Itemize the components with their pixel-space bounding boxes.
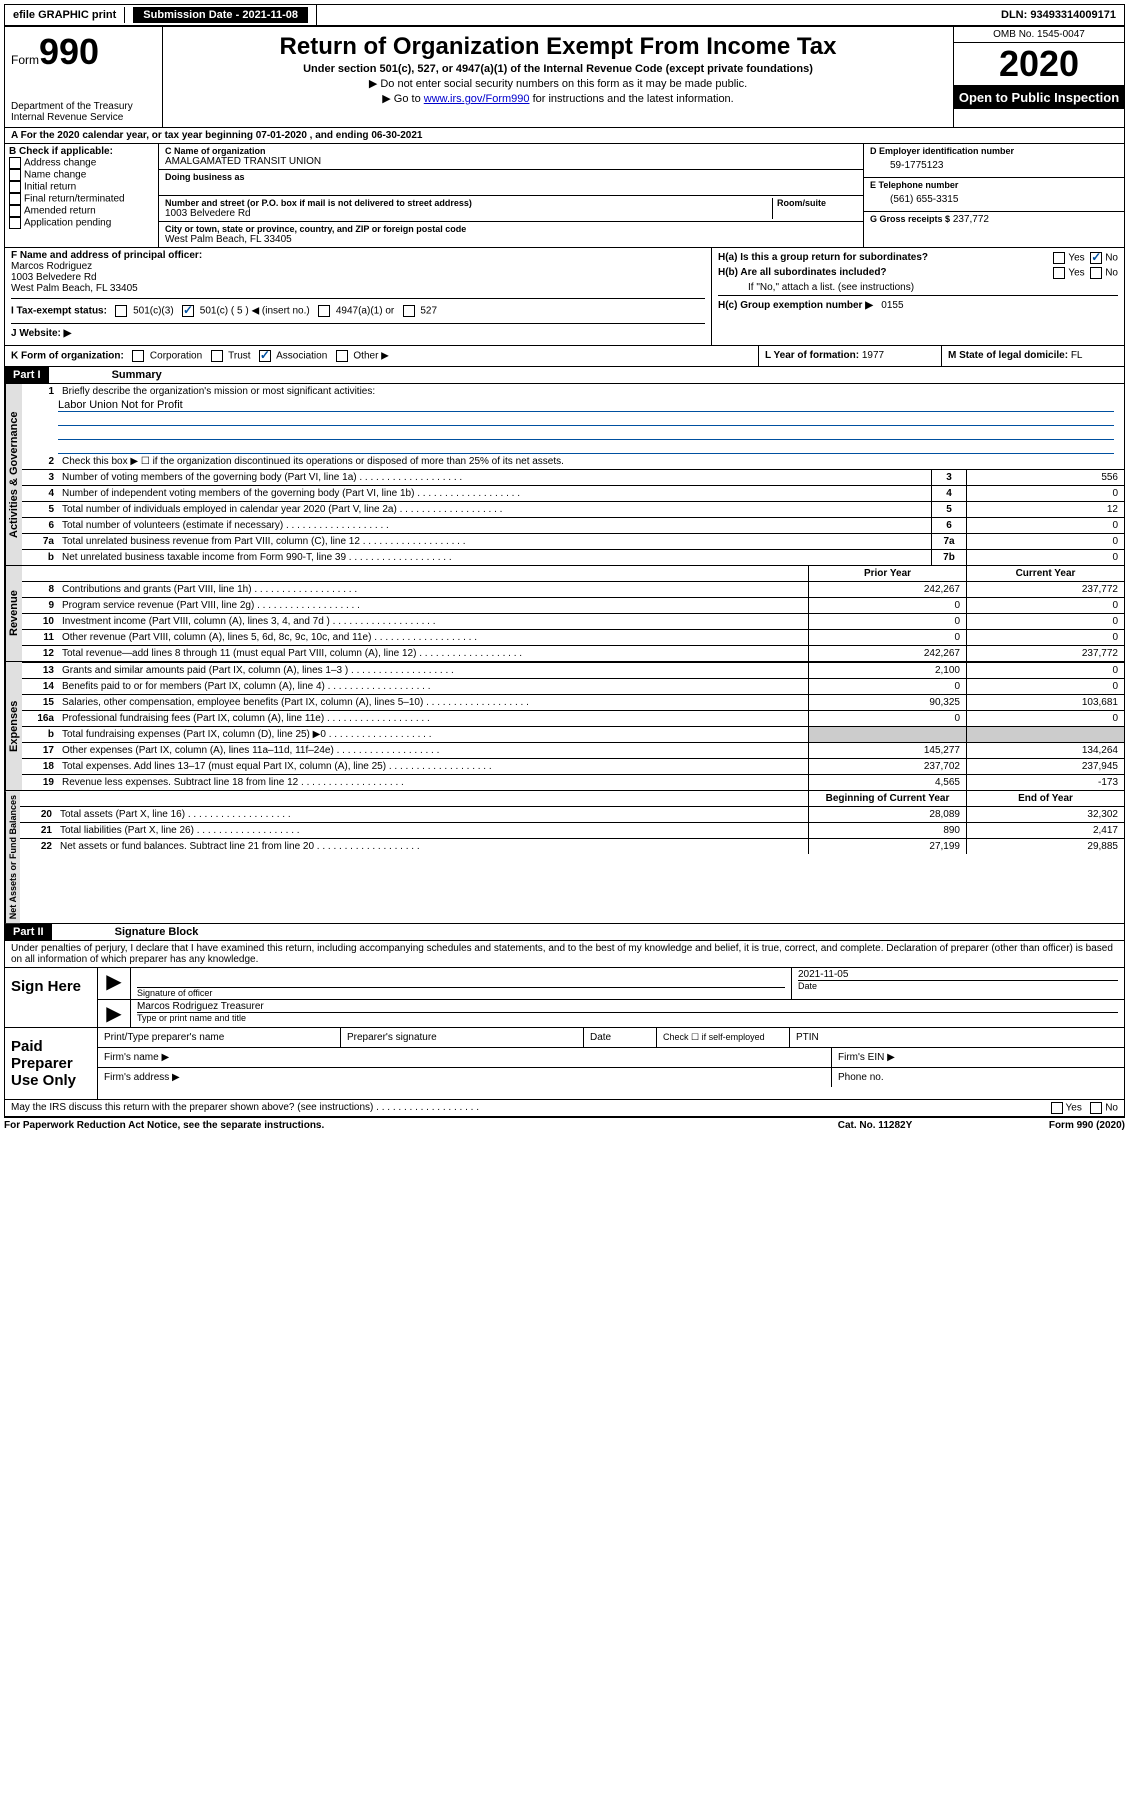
phone-value: (561) 655-3315	[870, 190, 1118, 209]
mission-text: Labor Union Not for Profit	[58, 399, 1114, 412]
row-k: K Form of organization: Corporation Trus…	[5, 346, 1124, 367]
netassets-section: Net Assets or Fund Balances Beginning of…	[5, 791, 1124, 924]
line-9: 9 Program service revenue (Part VIII, li…	[22, 597, 1124, 613]
form-header: Form990 Department of the Treasury Inter…	[5, 27, 1124, 128]
corp-checkbox[interactable]	[132, 350, 144, 362]
section-b-to-g: B Check if applicable: Address change Na…	[5, 144, 1124, 248]
discuss-no[interactable]	[1090, 1102, 1102, 1114]
page-footer: For Paperwork Reduction Act Notice, see …	[4, 1118, 1125, 1133]
submission-button[interactable]: Submission Date - 2021-11-08	[133, 7, 308, 23]
dept-label: Department of the Treasury	[11, 101, 156, 112]
line-4: 4 Number of independent voting members o…	[22, 485, 1124, 501]
inspection-badge: Open to Public Inspection	[954, 86, 1124, 109]
officer-name: Marcos Rodriguez	[11, 261, 705, 272]
sign-here-section: Sign Here ▶ Signature of officer 2021-11…	[5, 968, 1124, 1028]
state-domicile: FL	[1071, 350, 1083, 361]
line-21: 21 Total liabilities (Part X, line 26) 8…	[20, 822, 1124, 838]
sig-date: 2021-11-05	[798, 969, 1118, 980]
efile-label: efile GRAPHIC print	[5, 7, 125, 23]
gross-receipts: 237,772	[953, 214, 989, 225]
line-3: 3 Number of voting members of the govern…	[22, 469, 1124, 485]
governance-section: Activities & Governance 1Briefly describ…	[5, 384, 1124, 566]
hb-yes[interactable]	[1053, 267, 1065, 279]
dln: DLN: 93493314009171	[993, 7, 1124, 23]
line-17: 17 Other expenses (Part IX, column (A), …	[22, 742, 1124, 758]
line-13: 13 Grants and similar amounts paid (Part…	[22, 662, 1124, 678]
officer-city: West Palm Beach, FL 33405	[11, 283, 705, 294]
part1-header: Part I Summary	[5, 367, 1124, 384]
sig-arrow-icon: ▶	[98, 968, 131, 999]
line-b: b Total fundraising expenses (Part IX, c…	[22, 726, 1124, 742]
sig-arrow-icon2: ▶	[98, 1000, 131, 1027]
final-return-checkbox[interactable]	[9, 193, 21, 205]
year-formation: 1977	[862, 350, 884, 361]
officer-printed: Marcos Rodriguez Treasurer	[137, 1001, 1118, 1012]
amended-checkbox[interactable]	[9, 205, 21, 217]
jurat-text: Under penalties of perjury, I declare th…	[5, 941, 1124, 968]
row-a-tax-year: A For the 2020 calendar year, or tax yea…	[5, 128, 1124, 144]
form-subtitle: Under section 501(c), 527, or 4947(a)(1)…	[171, 63, 945, 75]
instructions-link[interactable]: www.irs.gov/Form990	[424, 93, 530, 105]
paid-preparer-section: Paid Preparer Use Only Print/Type prepar…	[5, 1028, 1124, 1100]
4947-checkbox[interactable]	[318, 305, 330, 317]
line-18: 18 Total expenses. Add lines 13–17 (must…	[22, 758, 1124, 774]
line-8: 8 Contributions and grants (Part VIII, l…	[22, 581, 1124, 597]
officer-street: 1003 Belvedere Rd	[11, 272, 705, 283]
assoc-checkbox[interactable]	[259, 350, 271, 362]
tax-year: 2020	[954, 43, 1124, 86]
hb-no[interactable]	[1090, 267, 1102, 279]
line-10: 10 Investment income (Part VIII, column …	[22, 613, 1124, 629]
part2-header: Part II Signature Block	[5, 924, 1124, 941]
discuss-row: May the IRS discuss this return with the…	[5, 1100, 1124, 1117]
omb-number: OMB No. 1545-0047	[954, 27, 1124, 43]
501c3-checkbox[interactable]	[115, 305, 127, 317]
section-f-to-j: F Name and address of principal officer:…	[5, 248, 1124, 346]
irs-label: Internal Revenue Service	[11, 112, 156, 123]
website-label: J Website: ▶	[11, 328, 71, 339]
address-change-checkbox[interactable]	[9, 157, 21, 169]
line-20: 20 Total assets (Part X, line 16) 28,089…	[20, 806, 1124, 822]
submission: Submission Date - 2021-11-08	[125, 5, 317, 25]
trust-checkbox[interactable]	[211, 350, 223, 362]
street-address: 1003 Belvedere Rd	[165, 208, 768, 219]
group-exemption: 0155	[881, 300, 903, 311]
form-container: Form990 Department of the Treasury Inter…	[4, 26, 1125, 1118]
pending-checkbox[interactable]	[9, 217, 21, 229]
form-number: Form990	[11, 31, 156, 73]
line-14: 14 Benefits paid to or for members (Part…	[22, 678, 1124, 694]
city-address: West Palm Beach, FL 33405	[165, 234, 857, 245]
column-c: C Name of organization AMALGAMATED TRANS…	[159, 144, 864, 247]
top-bar: efile GRAPHIC print Submission Date - 20…	[4, 4, 1125, 26]
line-7a: 7a Total unrelated business revenue from…	[22, 533, 1124, 549]
ha-yes[interactable]	[1053, 252, 1065, 264]
line-12: 12 Total revenue—add lines 8 through 11 …	[22, 645, 1124, 661]
expenses-section: Expenses 13 Grants and similar amounts p…	[5, 662, 1124, 791]
line-7b: b Net unrelated business taxable income …	[22, 549, 1124, 565]
line-6: 6 Total number of volunteers (estimate i…	[22, 517, 1124, 533]
org-name: AMALGAMATED TRANSIT UNION	[165, 156, 857, 167]
name-change-checkbox[interactable]	[9, 169, 21, 181]
line-5: 5 Total number of individuals employed i…	[22, 501, 1124, 517]
initial-return-checkbox[interactable]	[9, 181, 21, 193]
ha-no[interactable]	[1090, 252, 1102, 264]
other-checkbox[interactable]	[336, 350, 348, 362]
527-checkbox[interactable]	[403, 305, 415, 317]
revenue-section: Revenue Prior YearCurrent Year 8 Contrib…	[5, 566, 1124, 662]
header-line2: ▶ Go to www.irs.gov/Form990 for instruct…	[171, 92, 945, 105]
ein-value: 59-1775123	[870, 156, 1118, 175]
line-15: 15 Salaries, other compensation, employe…	[22, 694, 1124, 710]
line-16a: 16a Professional fundraising fees (Part …	[22, 710, 1124, 726]
column-b: B Check if applicable: Address change Na…	[5, 144, 159, 247]
column-d: D Employer identification number 59-1775…	[864, 144, 1124, 247]
501c-checkbox[interactable]	[182, 305, 194, 317]
form-title: Return of Organization Exempt From Incom…	[171, 33, 945, 61]
line-22: 22 Net assets or fund balances. Subtract…	[20, 838, 1124, 854]
header-line1: ▶ Do not enter social security numbers o…	[171, 77, 945, 90]
line-19: 19 Revenue less expenses. Subtract line …	[22, 774, 1124, 790]
line-11: 11 Other revenue (Part VIII, column (A),…	[22, 629, 1124, 645]
discuss-yes[interactable]	[1051, 1102, 1063, 1114]
